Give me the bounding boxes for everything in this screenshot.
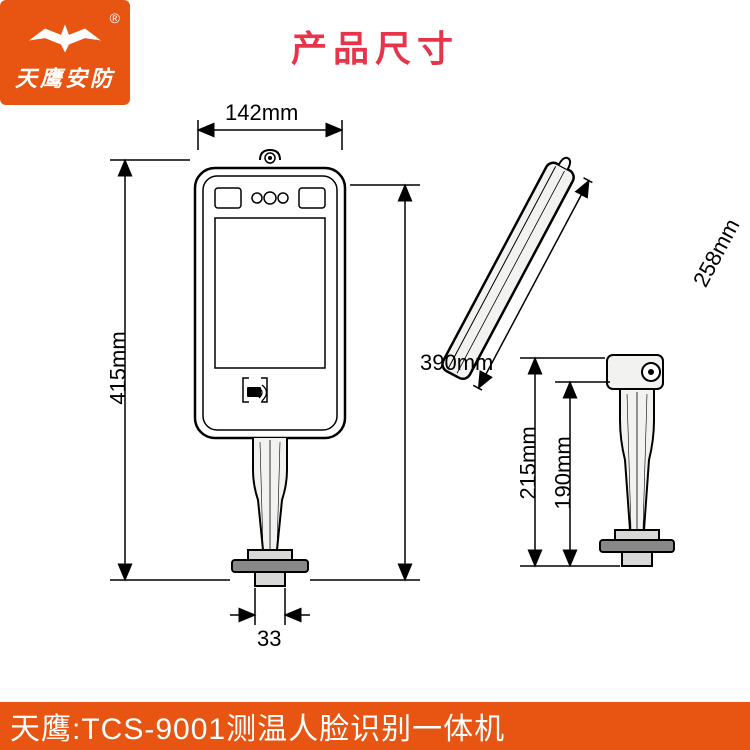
dim-width-top: 142mm — [225, 100, 298, 126]
dim-height-right: 390mm — [420, 350, 493, 376]
eagle-icon — [25, 12, 105, 57]
product-model: 天鹰:TCS-9001测温人脸识别一体机 — [10, 704, 505, 748]
dim-base-width: 33 — [257, 626, 281, 652]
technical-drawing: 142mm 415mm 390mm 33 258mm 215mm 190mm — [0, 110, 750, 690]
dim-side-pole-inner: 190mm — [551, 436, 577, 509]
side-view — [480, 110, 740, 630]
footer-bar: 天鹰:TCS-9001测温人脸识别一体机 — [0, 702, 750, 750]
registered-mark: ® — [110, 10, 120, 26]
dim-side-pole-outer: 215mm — [516, 426, 542, 499]
brand-name: 天鹰安防 — [15, 61, 115, 93]
dim-height-left: 415mm — [106, 331, 132, 404]
page-title: 产品尺寸 — [291, 20, 459, 72]
